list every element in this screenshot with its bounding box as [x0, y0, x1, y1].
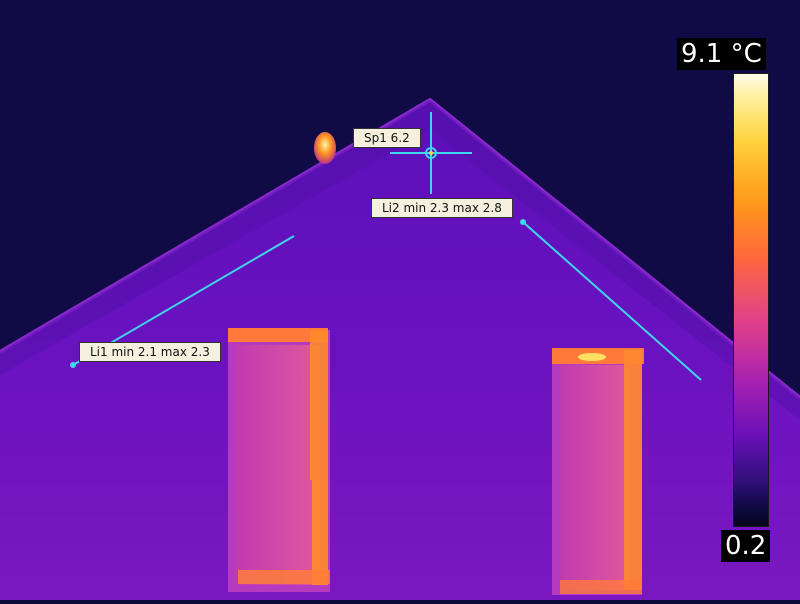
temperature-colorbar: [733, 73, 769, 527]
left-window: [228, 328, 330, 592]
scale-max-label: 9.1 °C: [677, 38, 766, 70]
roof-shadow-band: [0, 100, 800, 420]
line2-measurement[interactable]: [520, 219, 702, 381]
spot1-label: Sp1 6.2: [353, 128, 421, 148]
chimney-hotspot: [314, 132, 336, 164]
line1-label: Li1 min 2.1 max 2.3: [79, 342, 221, 362]
line2-label: Li2 min 2.3 max 2.8: [371, 198, 513, 218]
spot1-crosshair[interactable]: [390, 112, 472, 194]
right-window: [552, 348, 644, 595]
scale-min-label: 0.2: [721, 530, 771, 562]
